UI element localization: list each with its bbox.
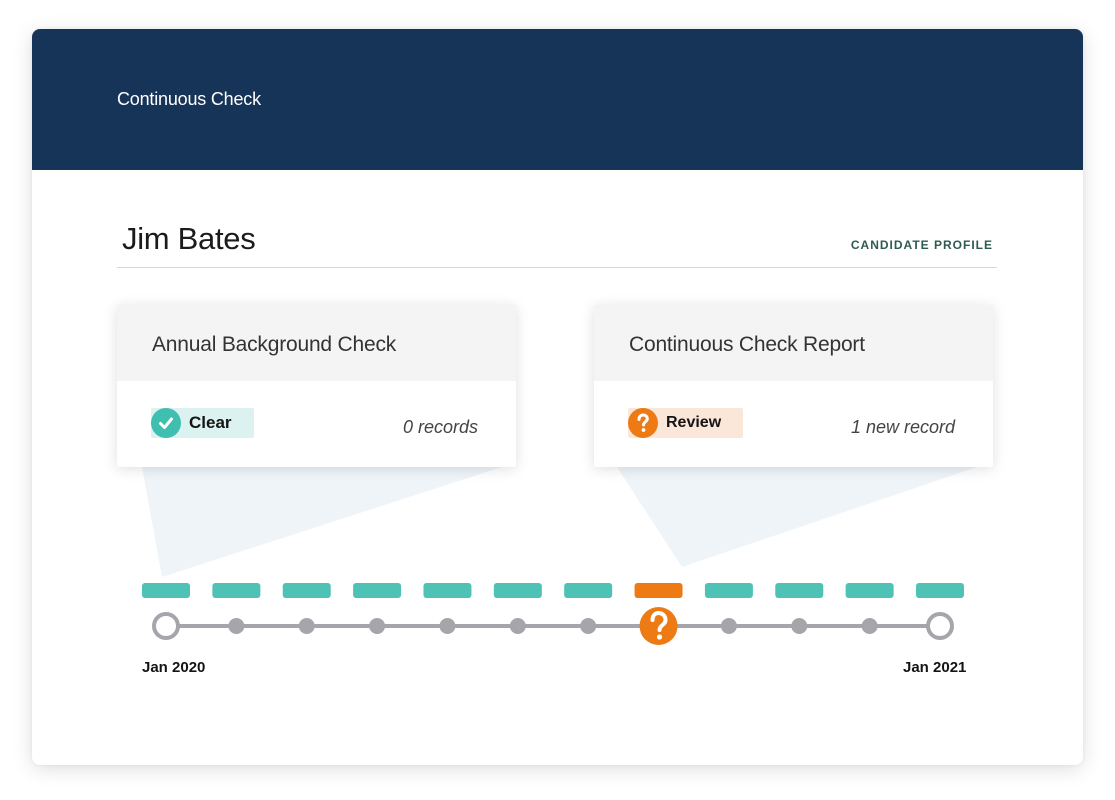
timeline-segment-clear <box>704 583 753 598</box>
timeline-segment-clear <box>423 583 472 598</box>
timeline-node <box>298 618 315 634</box>
timeline-end-label: Jan 2021 <box>903 659 967 676</box>
header-divider <box>117 267 997 268</box>
timeline-node <box>228 618 245 634</box>
status-label: Review <box>666 414 722 431</box>
timeline-node <box>369 618 386 634</box>
timeline-start-node <box>152 612 180 640</box>
continuous-check-report-card[interactable]: Continuous Check Report Review 1 new rec… <box>594 305 993 467</box>
candidate-name: Jim Bates <box>122 221 256 256</box>
timeline-review-question-icon[interactable] <box>639 607 678 645</box>
timeline-node <box>791 618 808 634</box>
timeline-segment-clear <box>212 583 261 598</box>
timeline-node <box>439 618 456 634</box>
timeline-node <box>580 618 597 634</box>
status-badge-clear: Clear <box>151 408 254 438</box>
app-title: Continuous Check <box>117 89 261 109</box>
candidate-profile-link[interactable]: CANDIDATE PROFILE <box>850 238 993 252</box>
annual-background-check-card[interactable]: Annual Background Check Clear 0 records <box>117 305 516 467</box>
timeline-segment-clear <box>282 583 331 598</box>
record-count: 1 new record <box>850 417 955 437</box>
record-count: 0 records <box>402 417 478 437</box>
timeline-segment-clear <box>142 583 190 598</box>
check-timeline <box>142 583 964 645</box>
timeline-segment-clear <box>353 583 402 598</box>
card-header: Continuous Check Report <box>594 305 993 381</box>
card-title: Continuous Check Report <box>629 333 865 356</box>
card-shadow-left <box>142 467 502 577</box>
timeline-segment-review <box>634 583 683 598</box>
timeline-segment-clear <box>493 583 542 598</box>
timeline-node <box>861 618 878 634</box>
card-header: Annual Background Check <box>117 305 516 381</box>
status-label: Clear <box>189 413 232 432</box>
timeline-node <box>720 618 737 634</box>
timeline-segment-clear <box>916 583 964 598</box>
card-title: Annual Background Check <box>152 333 397 356</box>
header-bar: Continuous Check <box>32 29 1083 170</box>
timeline-segment-clear <box>564 583 613 598</box>
card-shadow-right <box>617 467 977 567</box>
timeline-start-label: Jan 2020 <box>142 659 206 676</box>
timeline-segment-clear <box>845 583 894 598</box>
timeline-end-node <box>926 612 954 640</box>
question-icon <box>628 408 658 438</box>
continuous-check-panel: Continuous Check Jim Bates CANDIDATE PRO… <box>32 29 1083 765</box>
status-badge-review: Review <box>628 408 743 438</box>
check-icon <box>151 408 181 438</box>
timeline-node <box>509 618 526 634</box>
timeline-segment-clear <box>775 583 824 598</box>
